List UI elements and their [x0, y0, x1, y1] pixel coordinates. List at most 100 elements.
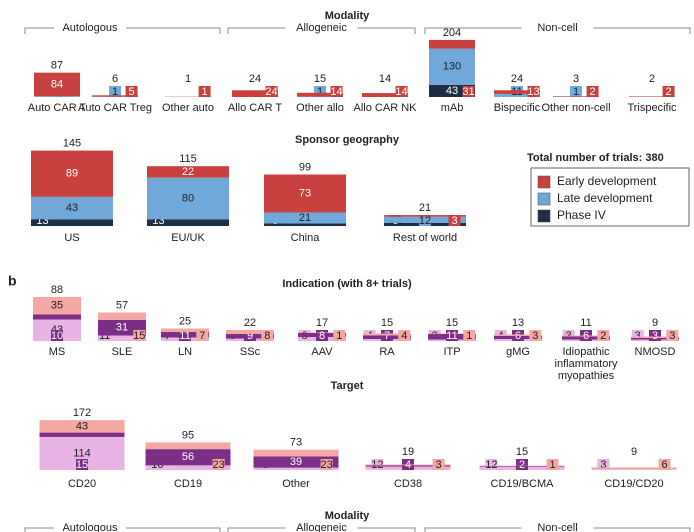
group-label: Autologous [62, 22, 118, 34]
bar-segment [98, 335, 146, 341]
category-label: Other non-cell [541, 102, 610, 114]
total-label: 9 [652, 317, 658, 329]
category-label: LN [178, 346, 192, 358]
bar-segment [363, 333, 411, 336]
segment-label-box [261, 330, 274, 341]
chart-title: Modality [325, 10, 370, 22]
segment-label: 11 [446, 330, 457, 342]
bar-segment [147, 219, 229, 226]
category-label: SSc [240, 346, 261, 358]
segment-label-box [597, 330, 610, 341]
legend-swatch [537, 209, 551, 223]
group-label-bg [54, 522, 126, 532]
segment-label-box [196, 330, 209, 341]
category-label: EU/UK [171, 232, 205, 244]
total-label: 15 [381, 317, 393, 329]
total-label: 13 [512, 317, 524, 329]
bar-segment [31, 196, 113, 220]
category-label: Other allo [296, 102, 344, 114]
segment-label-box [212, 459, 225, 470]
bar-segment [494, 334, 542, 336]
bar-segment [232, 90, 278, 97]
category-label: NMOSD [635, 346, 676, 358]
total-label: 21 [419, 202, 431, 214]
segment-label-box [419, 215, 431, 226]
total-label: 88 [51, 284, 63, 296]
legend-swatch [537, 175, 551, 189]
segment-label-box [516, 459, 528, 470]
group-label-bg [521, 522, 594, 532]
total-label: 204 [443, 27, 461, 39]
total-label: 17 [316, 317, 328, 329]
segment-label: 11 [99, 330, 110, 342]
segment-label: 6 [662, 459, 668, 471]
bar-segment [362, 93, 408, 97]
group-label: Allogeneic [296, 22, 347, 34]
legend-swatch [537, 192, 551, 206]
total-label: 99 [299, 161, 311, 173]
bar-segment [298, 332, 346, 333]
segment-label: 21 [299, 212, 311, 224]
group-label: Non-cell [537, 522, 577, 532]
group-label-bg [285, 522, 358, 532]
segment-label-box [448, 215, 461, 226]
segment-label: 9 [247, 330, 253, 342]
total-label: 14 [379, 73, 391, 85]
segment-label-box [398, 330, 411, 341]
segment-label: 14 [330, 86, 342, 98]
segment-label: 3 [436, 459, 442, 471]
total-label: 11 [580, 317, 591, 329]
category-label: Allo CAR T [228, 102, 282, 114]
segment-label: 1 [336, 330, 342, 342]
segment-label: 89 [66, 168, 78, 180]
total-label: 19 [402, 446, 414, 458]
segment-label: 39 [290, 456, 302, 468]
segment-label-box [631, 330, 644, 341]
segment-label-box [462, 86, 475, 97]
segment-label: 1 [112, 86, 118, 98]
category-label: CD20 [68, 478, 96, 490]
legend-label: Early development [557, 174, 657, 188]
segment-label-box [320, 459, 333, 470]
segment-label-box [658, 459, 671, 470]
segment-label: 31 [116, 322, 128, 334]
total-label: 95 [182, 429, 194, 441]
segment-label: 1 [466, 330, 472, 342]
segment-label: 3 [652, 330, 658, 342]
category-label: Auto CAR T [28, 102, 87, 114]
category-label: Rest of world [393, 232, 457, 244]
bar-segment [297, 92, 343, 97]
total-label: 15 [314, 73, 326, 85]
segment-label-box [586, 86, 599, 97]
segment-label: 56 [182, 451, 194, 463]
panel-label: b [8, 273, 17, 289]
segment-label: 23 [320, 459, 332, 471]
segment-label-box [546, 459, 559, 470]
segment-label: 5 [128, 86, 134, 98]
segment-label-box [527, 86, 540, 97]
bar-segment [591, 469, 677, 470]
category-label: MS [49, 346, 66, 358]
category-label: Trispecific [627, 102, 677, 114]
bar-segment [147, 177, 229, 220]
segment-label: 80 [182, 192, 194, 204]
segment-label: 10 [51, 330, 63, 342]
segment-label: 114 [73, 447, 91, 459]
segment-label: 3 [451, 215, 457, 227]
segment-label-box [463, 330, 476, 341]
bar-segment [253, 467, 339, 470]
group-label: Non-cell [537, 22, 577, 34]
total-label: 115 [179, 153, 197, 165]
bar-segment [39, 432, 125, 437]
segment-label-box [36, 215, 49, 226]
segment-label: 2 [519, 459, 525, 471]
group-label-bg [521, 22, 594, 34]
category-label: CD19/CD20 [604, 478, 663, 490]
legend-label: Phase IV [557, 208, 606, 222]
bar-segment [629, 96, 675, 97]
segment-label: 1 [201, 86, 207, 98]
segment-label-box [244, 330, 256, 341]
segment-label-box [570, 86, 582, 97]
segment-label: 12 [419, 215, 431, 227]
